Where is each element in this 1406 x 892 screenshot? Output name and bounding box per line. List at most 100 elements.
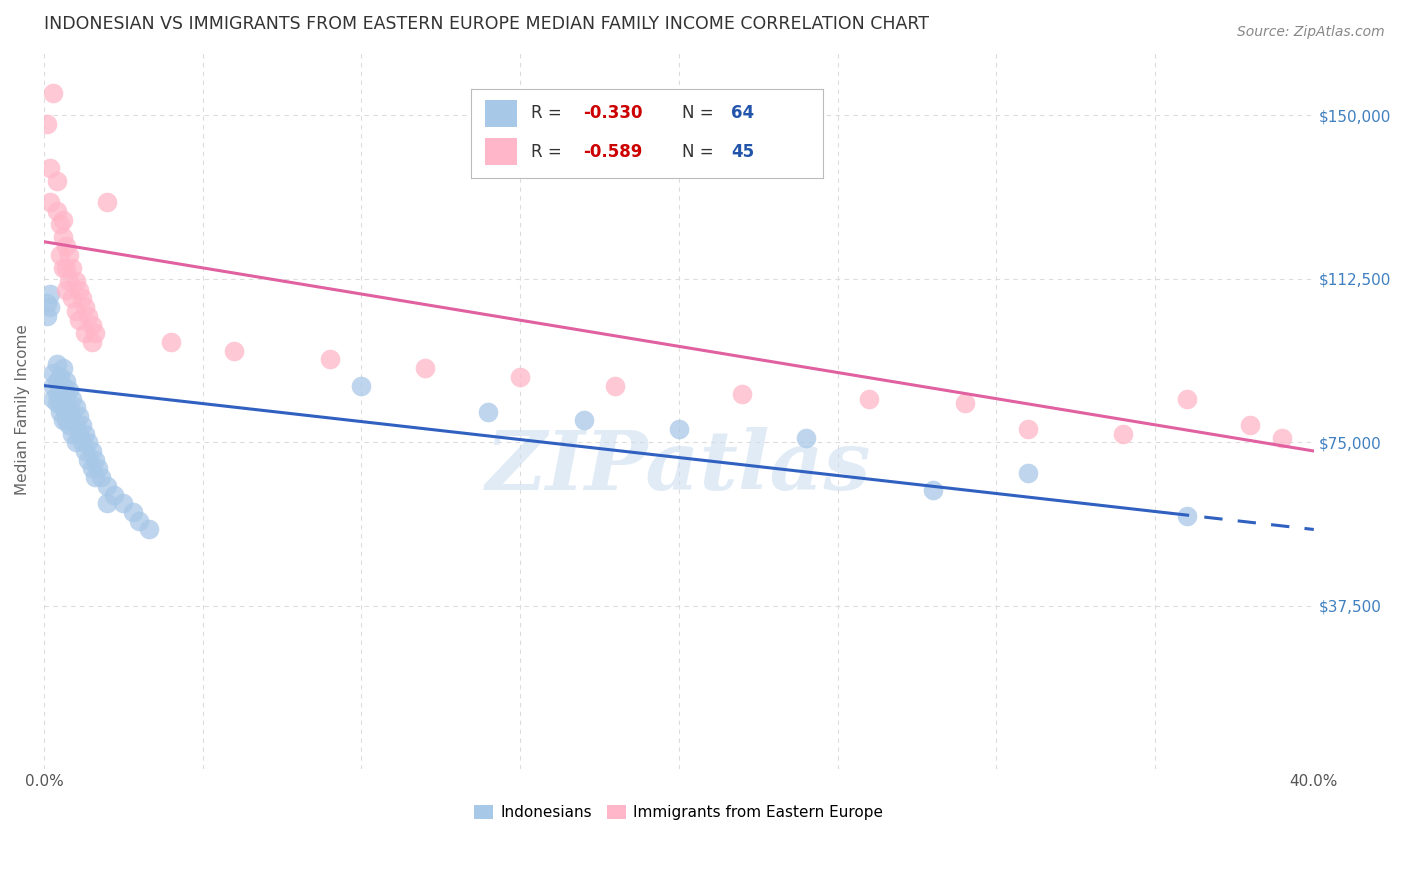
FancyBboxPatch shape	[485, 138, 517, 165]
Point	[45, 174, 67, 188]
Point	[52, 361, 75, 376]
Point	[58, 274, 80, 288]
Point	[42, 378, 65, 392]
Point	[128, 514, 150, 528]
Point	[572, 413, 595, 427]
Point	[55, 260, 77, 275]
Point	[318, 352, 340, 367]
Point	[90, 470, 112, 484]
Text: N =: N =	[682, 104, 718, 122]
Point	[55, 283, 77, 297]
Text: R =: R =	[531, 143, 567, 161]
Point	[58, 383, 80, 397]
Point	[42, 87, 65, 101]
Point	[55, 387, 77, 401]
Point	[45, 357, 67, 371]
Point	[858, 392, 880, 406]
Point	[65, 435, 87, 450]
Point	[77, 309, 100, 323]
Point	[45, 374, 67, 388]
Point	[112, 496, 135, 510]
Point	[49, 369, 72, 384]
Point	[1271, 431, 1294, 445]
Point	[62, 260, 84, 275]
Point	[67, 409, 90, 423]
Point	[55, 239, 77, 253]
Point	[62, 292, 84, 306]
Point	[39, 195, 62, 210]
Point	[49, 405, 72, 419]
Point	[49, 396, 72, 410]
Point	[121, 505, 143, 519]
Text: INDONESIAN VS IMMIGRANTS FROM EASTERN EUROPE MEDIAN FAMILY INCOME CORRELATION CH: INDONESIAN VS IMMIGRANTS FROM EASTERN EU…	[44, 15, 929, 33]
Point	[1112, 426, 1135, 441]
Point	[65, 417, 87, 432]
Point	[42, 366, 65, 380]
Point	[75, 426, 97, 441]
Point	[58, 248, 80, 262]
Point	[58, 417, 80, 432]
Point	[55, 413, 77, 427]
Point	[75, 300, 97, 314]
Point	[45, 387, 67, 401]
Point	[70, 435, 93, 450]
Point	[65, 304, 87, 318]
Point	[55, 401, 77, 415]
Point	[35, 295, 58, 310]
Point	[83, 470, 105, 484]
Text: 64: 64	[731, 104, 754, 122]
Point	[1175, 509, 1198, 524]
Point	[39, 161, 62, 175]
Point	[80, 461, 103, 475]
Text: 45: 45	[731, 143, 754, 161]
Point	[160, 334, 183, 349]
Point	[58, 401, 80, 415]
Point	[52, 401, 75, 415]
Point	[65, 274, 87, 288]
Legend: Indonesians, Immigrants from Eastern Europe: Indonesians, Immigrants from Eastern Eur…	[468, 799, 890, 826]
Text: -0.589: -0.589	[583, 143, 643, 161]
Text: N =: N =	[682, 143, 718, 161]
Point	[413, 361, 436, 376]
FancyBboxPatch shape	[485, 100, 517, 127]
Point	[605, 378, 627, 392]
Point	[75, 444, 97, 458]
Point	[668, 422, 690, 436]
Point	[35, 309, 58, 323]
Point	[52, 260, 75, 275]
Point	[52, 378, 75, 392]
Point	[96, 479, 118, 493]
Point	[138, 523, 160, 537]
Point	[35, 117, 58, 131]
Point	[39, 300, 62, 314]
Point	[83, 326, 105, 341]
Point	[1017, 466, 1039, 480]
Point	[45, 204, 67, 219]
Point	[80, 334, 103, 349]
Point	[794, 431, 817, 445]
Point	[67, 426, 90, 441]
Point	[1239, 417, 1261, 432]
Point	[62, 426, 84, 441]
Text: Source: ZipAtlas.com: Source: ZipAtlas.com	[1237, 25, 1385, 39]
Point	[75, 326, 97, 341]
Point	[49, 383, 72, 397]
Point	[477, 405, 499, 419]
Point	[52, 213, 75, 227]
Point	[953, 396, 976, 410]
Point	[87, 461, 110, 475]
Point	[52, 387, 75, 401]
Text: -0.330: -0.330	[583, 104, 643, 122]
Point	[70, 417, 93, 432]
Point	[45, 396, 67, 410]
Point	[103, 487, 125, 501]
Point	[77, 435, 100, 450]
Point	[1017, 422, 1039, 436]
Point	[52, 230, 75, 244]
Point	[80, 318, 103, 332]
Point	[731, 387, 754, 401]
Point	[65, 401, 87, 415]
Text: ZIPatlas: ZIPatlas	[486, 427, 872, 508]
Point	[921, 483, 943, 498]
Point	[96, 195, 118, 210]
